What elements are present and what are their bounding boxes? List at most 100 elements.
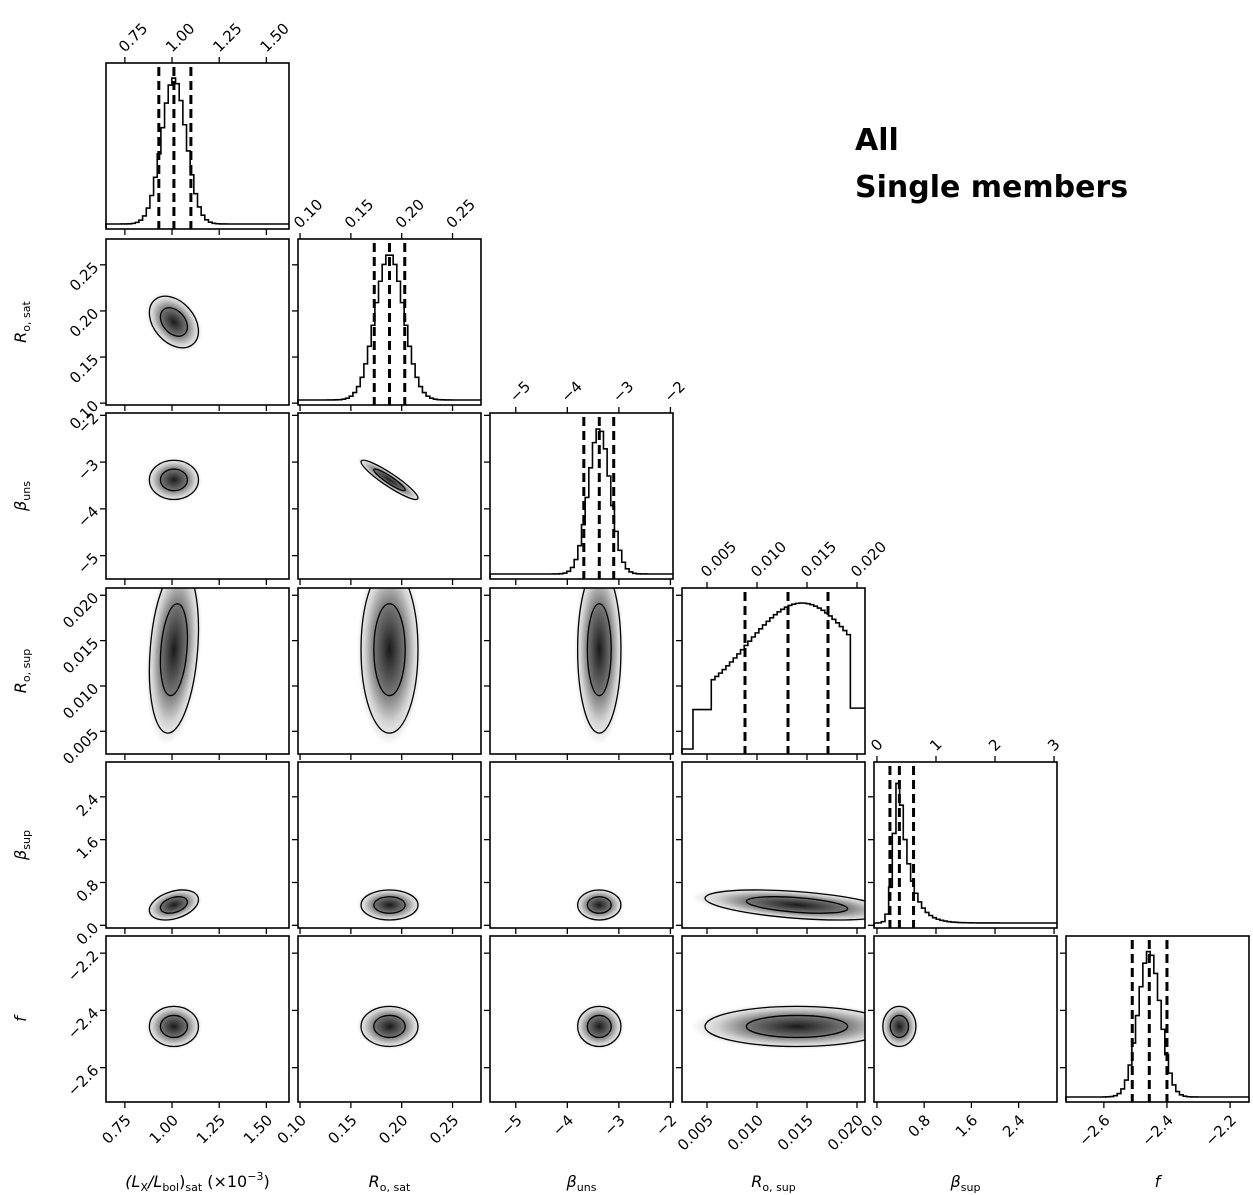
axis-labels: (LX/Lbol)sat (×10−3) Ro, sat βuns Ro, sup βs… [11,301,1163,1194]
density-R_o,sat-beta_uns [356,457,423,503]
density-R_o,sup-beta_sup [691,887,865,923]
density-R_o,sat-beta_sup [356,887,423,923]
contour-outer [704,889,865,921]
top-tick-label: 1 [926,735,945,754]
contour-inner [159,896,189,914]
y-tick-label: −2.2 [64,947,102,985]
density-fill [356,887,423,923]
density-fill [145,1003,203,1050]
panel-frame-5-4 [873,935,1058,1103]
top-tick-label: 0.020 [847,538,890,581]
contour-outer [576,889,622,921]
contour-outer [148,889,200,921]
panel-5-4: 0.0 0.8 1.6 2.4 [857,935,1058,1141]
top-tick-label: −2 [661,377,689,405]
contour-inner [159,1014,189,1039]
x-tick-label: 1.50 [240,1111,276,1147]
x-tick-label: −3 [600,1111,628,1139]
density-fill [145,457,203,503]
panel-frame-3-2 [489,587,674,755]
density-(L_X/L_bol)_sat-beta_sup [145,887,203,923]
panel-frame-2-2 [489,412,674,580]
top-tick-label: 0.15 [341,195,377,231]
x-tick-label: 0.010 [724,1111,767,1154]
y-tick-label: 2.4 [73,790,103,820]
panel-frame-1-1 [297,238,482,406]
contour-inner [373,1014,406,1039]
y-tick-label: 0.15 [66,351,102,387]
annotation-single-members: Single members [855,170,1128,205]
y-tick-label: 0.005 [59,725,102,768]
density-R_o,sup-f [691,1003,865,1050]
y-tick-label: 0.25 [66,258,102,294]
panel-frame-2-0 [105,412,290,580]
density-R_o,sat-f [356,1003,423,1050]
contour-outer [148,588,200,734]
x-tick-label: −2.6 [1075,1111,1113,1149]
histogram-R_o,sat [297,254,481,404]
top-tick-label: 0.75 [115,19,151,55]
contour-inner [373,896,406,914]
panel-3-1 [292,587,482,760]
y-tick-label: 0.010 [59,680,102,723]
x-tick-label: 2.4 [999,1111,1029,1141]
panel-frame-3-3 [681,587,866,755]
x-tick-label: −2.2 [1201,1111,1239,1149]
x-tick-label: 0.15 [324,1111,360,1147]
contour-inner [159,307,189,337]
y-tick-label: −2.4 [64,1004,102,1042]
x-tick-label: 0.25 [426,1111,462,1147]
top-tick-label: 0.010 [747,538,790,581]
density-fill [356,1003,423,1050]
panel-2-0: −5−4−3−2 [74,409,290,585]
density-R_o,sat-R_o,sup [356,588,423,746]
x-tick-label: 0.015 [774,1111,817,1154]
density-(L_X/L_bol)_sat-f [145,1003,203,1050]
panel-5-2: −5 −4 −3 −2 [484,935,680,1140]
panel-frame-5-2 [489,935,674,1103]
panel-frame-2-1 [297,412,482,580]
x-tick-label: 0.0 [857,1111,887,1141]
panel-frame-5-5 [1065,935,1250,1103]
panel-0-0: 0.75 1.00 1.25 1.50 [105,19,293,235]
top-tick-label: 0.10 [290,195,326,231]
panel-2-1 [292,412,482,585]
panel-4-1 [292,761,482,934]
top-tick-label: 0.005 [697,538,740,581]
density-fill [574,1003,625,1050]
top-tick-label: 1.00 [162,19,198,55]
panel-3-3: 0.005 0.010 0.015 0.020 [676,538,890,760]
density-beta_uns-beta_sup [574,887,625,923]
density-fill [691,1003,865,1050]
panel-1-1: 0.10 0.15 0.20 0.25 [290,195,482,411]
panel-4-3 [676,761,866,934]
y-tick-label: 0.20 [66,305,102,341]
contour-inner [889,1014,910,1039]
panel-4-0: 0.0 0.8 1.6 2.4 [73,761,290,949]
panel-frame-4-0 [105,761,290,929]
contour-outer [148,459,200,501]
x-tick-label: 0.020 [824,1111,867,1154]
x-tick-label: −2 [652,1111,680,1139]
contour-inner [373,603,406,697]
density-fill [356,457,423,503]
top-tick-label: 2 [985,735,1004,754]
density-(L_X/L_bol)_sat-R_o,sat [145,292,203,352]
x-axis-label-R_o,sat: Ro, sat [369,1172,411,1194]
density-fill [880,1003,919,1050]
panel-frame-4-3 [681,761,866,929]
panel-frame-3-0 [105,587,290,755]
contour-inner [586,603,612,697]
histogram-f [1065,950,1249,1101]
x-tick-label: 1.00 [146,1111,182,1147]
contour-outer [882,1005,917,1048]
x-axis-label-R_o,sup: Ro, sup [751,1172,796,1194]
x-tick-label: −4 [549,1111,577,1139]
x-axis-label-beta_uns: βuns [566,1172,597,1194]
y-tick-label: −4 [74,502,102,530]
top-tick-label: −4 [557,377,585,405]
panel-5-1: 0.10 0.15 0.20 0.25 [274,935,482,1148]
density-beta_uns-R_o,sup [574,588,625,746]
histogram-(L_X/L_bol)_sat [105,77,289,228]
